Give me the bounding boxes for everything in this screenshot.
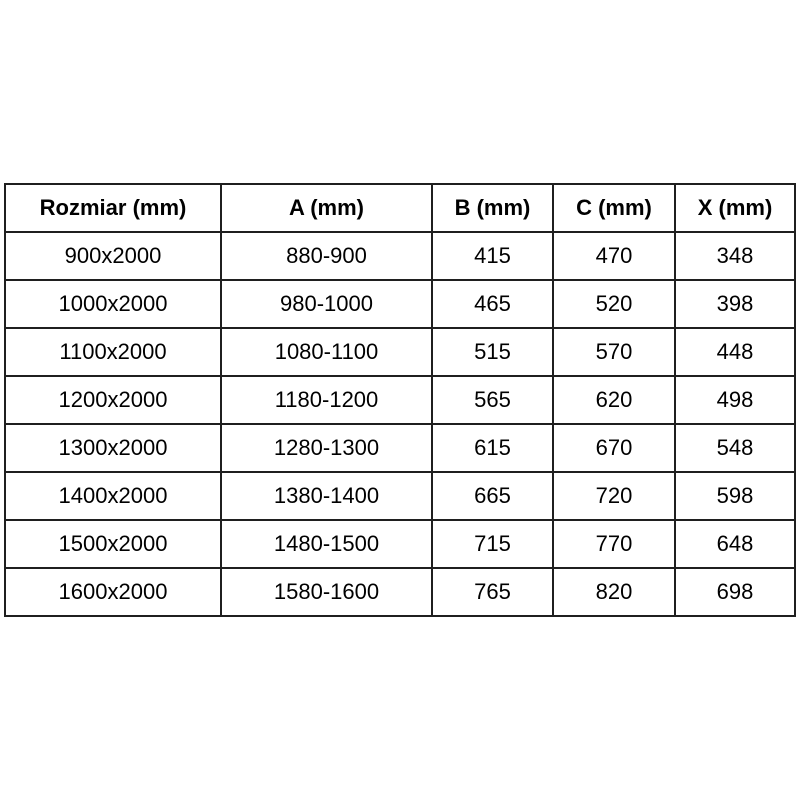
table-cell: 470 <box>552 231 676 281</box>
table-row: 1300x2000 1280-1300 615 670 548 <box>4 423 796 473</box>
table-cell: 1180-1200 <box>220 375 433 425</box>
table-cell: 1380-1400 <box>220 471 433 521</box>
table-cell: 1580-1600 <box>220 567 433 617</box>
table-cell: 1400x2000 <box>4 471 222 521</box>
table-row: 1100x2000 1080-1100 515 570 448 <box>4 327 796 377</box>
table-cell: 820 <box>552 567 676 617</box>
table-cell: 665 <box>431 471 554 521</box>
column-header-b: B (mm) <box>431 183 554 233</box>
table-cell: 1480-1500 <box>220 519 433 569</box>
table-cell: 620 <box>552 375 676 425</box>
table-row: 900x2000 880-900 415 470 348 <box>4 231 796 281</box>
column-header-a: A (mm) <box>220 183 433 233</box>
table-cell: 698 <box>674 567 796 617</box>
table-header: Rozmiar (mm) A (mm) B (mm) C (mm) X (mm) <box>4 183 796 233</box>
column-header-c: C (mm) <box>552 183 676 233</box>
table-cell: 570 <box>552 327 676 377</box>
table-cell: 1280-1300 <box>220 423 433 473</box>
table-row: 1200x2000 1180-1200 565 620 498 <box>4 375 796 425</box>
table-cell: 715 <box>431 519 554 569</box>
table-cell: 1300x2000 <box>4 423 222 473</box>
size-spec-table: Rozmiar (mm) A (mm) B (mm) C (mm) X (mm)… <box>4 183 796 617</box>
table-cell: 565 <box>431 375 554 425</box>
table-cell: 765 <box>431 567 554 617</box>
table-cell: 648 <box>674 519 796 569</box>
table-cell: 670 <box>552 423 676 473</box>
table-cell: 900x2000 <box>4 231 222 281</box>
table-row: 1400x2000 1380-1400 665 720 598 <box>4 471 796 521</box>
table-cell: 980-1000 <box>220 279 433 329</box>
table-cell: 465 <box>431 279 554 329</box>
table-cell: 1500x2000 <box>4 519 222 569</box>
table-cell: 520 <box>552 279 676 329</box>
table-cell: 348 <box>674 231 796 281</box>
table-cell: 1100x2000 <box>4 327 222 377</box>
table-cell: 448 <box>674 327 796 377</box>
table-cell: 770 <box>552 519 676 569</box>
table-row: 1000x2000 980-1000 465 520 398 <box>4 279 796 329</box>
table-cell: 598 <box>674 471 796 521</box>
column-header-x: X (mm) <box>674 183 796 233</box>
table-cell: 498 <box>674 375 796 425</box>
table-body: 900x2000 880-900 415 470 348 1000x2000 980-100… <box>4 231 796 617</box>
table-cell: 720 <box>552 471 676 521</box>
table-cell: 548 <box>674 423 796 473</box>
table-cell: 1200x2000 <box>4 375 222 425</box>
table-cell: 1080-1100 <box>220 327 433 377</box>
table-cell: 1000x2000 <box>4 279 222 329</box>
table-cell: 515 <box>431 327 554 377</box>
table-cell: 398 <box>674 279 796 329</box>
table-row: 1600x2000 1580-1600 765 820 698 <box>4 567 796 617</box>
table-cell: 615 <box>431 423 554 473</box>
table-header-row: Rozmiar (mm) A (mm) B (mm) C (mm) X (mm) <box>4 183 796 233</box>
table-cell: 1600x2000 <box>4 567 222 617</box>
table-cell: 880-900 <box>220 231 433 281</box>
table-cell: 415 <box>431 231 554 281</box>
table-row: 1500x2000 1480-1500 715 770 648 <box>4 519 796 569</box>
column-header-rozmiar: Rozmiar (mm) <box>4 183 222 233</box>
